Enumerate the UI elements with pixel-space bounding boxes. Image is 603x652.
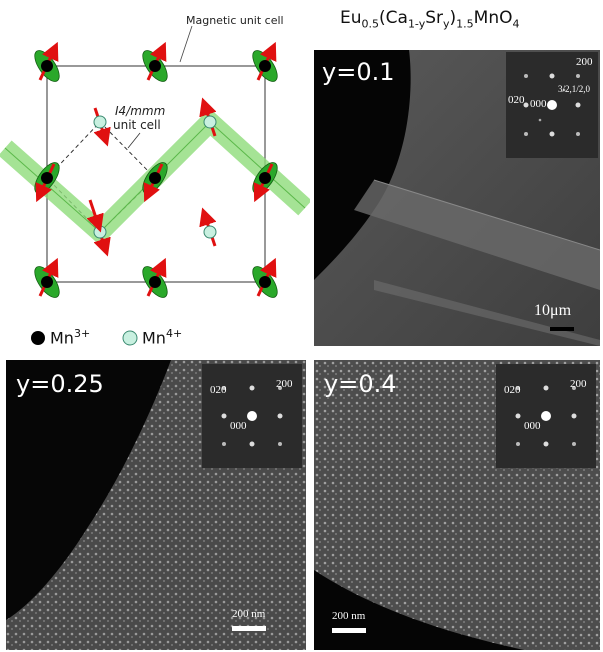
saed-spot-000: 000	[230, 420, 247, 432]
saed-inset-y04: 020 200 000	[496, 364, 596, 468]
panel-label-y04: y=0.4	[324, 370, 397, 398]
charge-orbital-schematic: Magnetic unit cell I4/mmm unit cell Mn3+…	[0, 0, 310, 355]
panel-label-y01: y=0.1	[322, 58, 395, 86]
saed-spot-200: 200	[576, 56, 593, 68]
magnetic-cell-label: Magnetic unit cell	[186, 14, 284, 27]
legend-mn3: Mn3+	[50, 327, 91, 348]
legend-mn4-marker	[122, 330, 138, 346]
saed-pattern-y025	[221, 385, 283, 447]
unit-cell-label: unit cell	[113, 118, 161, 132]
figure-title: Eu0.5(Ca1-ySry)1.5MnO4	[340, 8, 520, 31]
saed-spot-200: 200	[570, 378, 587, 390]
saed-pattern-y04	[515, 385, 577, 447]
scale-label-y01: 10μm	[534, 302, 572, 319]
saed-spot-020: 020	[504, 384, 521, 396]
saed-spot-200: 200	[276, 378, 293, 390]
i4mmm-label: I4/mmm	[115, 104, 166, 118]
saed-spot-000: 000	[524, 420, 541, 432]
scale-bar-y01	[550, 327, 574, 331]
panel-label-y025: y=0.25	[16, 370, 104, 398]
saed-spot-020: 020	[210, 384, 227, 396]
mn4-site	[204, 216, 216, 246]
scale-bar-y025	[232, 626, 266, 631]
mn4-site	[94, 108, 106, 138]
legend-mn4: Mn4+	[142, 327, 183, 348]
scale-label-y04: 200 nm	[332, 610, 366, 622]
saed-inset-y01: 200 3/2,1/2,0 020 000	[506, 52, 598, 158]
tem-panel-y01: y=0.1 200 3/2,1/2,0 020 000 10μm	[314, 50, 600, 346]
legend-mn3-marker	[31, 331, 45, 345]
schematic-drawing	[0, 25, 310, 346]
tem-panel-y025: y=0.25 020 200 000 200 nm	[6, 360, 306, 650]
saed-pattern-y01	[523, 73, 581, 137]
tem-panel-y04: y=0.4 020 200 000 200 nm	[314, 360, 600, 650]
scale-bar-y04	[332, 628, 366, 633]
saed-inset-y025: 020 200 000	[202, 364, 302, 468]
i4mmm-cell	[46, 121, 156, 233]
scale-label-y025: 200 nm	[232, 608, 266, 620]
saed-spot-000: 000	[530, 98, 547, 110]
saed-spot-020: 020	[508, 94, 525, 106]
saed-spot-superlattice: 3/2,1/2,0	[558, 84, 591, 94]
